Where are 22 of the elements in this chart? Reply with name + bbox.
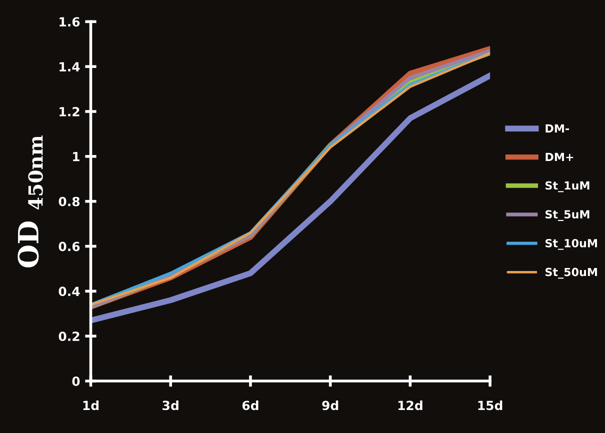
x-tick-label: 6d: [242, 400, 258, 410]
y-tick-label: 1.2: [60, 106, 80, 116]
x-tick-label: 12d: [398, 400, 422, 410]
y-tick-label: 0.6: [58, 242, 80, 252]
y-tick-label: 0.4: [58, 286, 80, 296]
legend-label: St_10uM: [546, 238, 597, 250]
y-tick-label: 1: [73, 152, 80, 162]
y-tick-label: 1.6: [60, 17, 80, 27]
legend-label: DM-: [546, 124, 569, 132]
y-tick-label: 1.4: [60, 62, 80, 72]
x-tick-label: 15d: [478, 400, 502, 410]
x-tick-label: 3d: [162, 400, 178, 410]
legend-label: DM+: [546, 152, 574, 161]
y-tick-label: 0: [72, 376, 80, 386]
y-tick-label: 0.8: [58, 196, 80, 206]
y-axis-title: OD $_{450nm}$: [18, 136, 43, 268]
legend-label: St_5uM: [546, 210, 590, 221]
y-tick-label: 0.2: [58, 332, 80, 342]
x-tick-label: 9d: [322, 400, 338, 410]
legend-label: St_50uM: [546, 268, 597, 279]
x-tick-label: 1d: [83, 400, 99, 410]
legend-label: St_1uM: [546, 181, 590, 192]
